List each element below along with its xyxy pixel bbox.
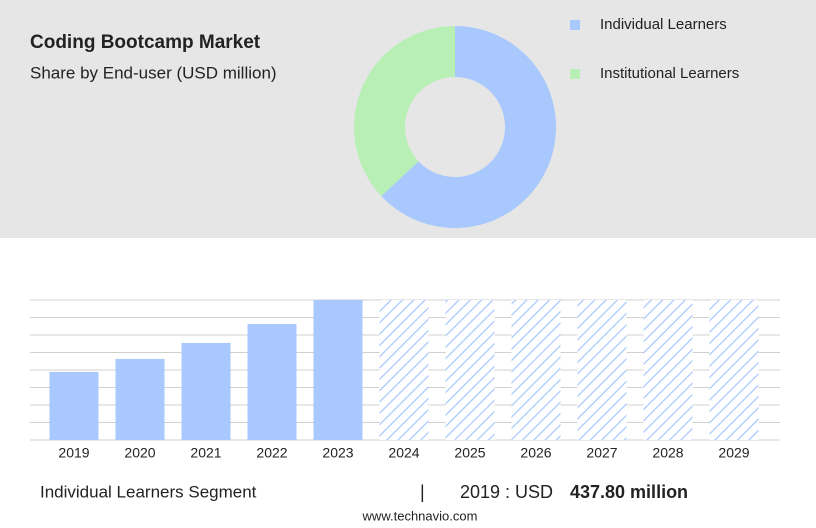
donut-segment <box>381 26 556 228</box>
x-tick-label: 2021 <box>190 445 221 461</box>
forecast-placeholder <box>511 300 561 440</box>
bar <box>115 358 165 440</box>
legend-swatch <box>570 20 580 30</box>
forecast-placeholder <box>379 300 429 440</box>
x-tick-label: 2026 <box>520 445 551 461</box>
bar <box>313 300 363 440</box>
x-tick-label: 2025 <box>454 445 485 461</box>
bar <box>49 371 99 440</box>
forecast-placeholder <box>577 300 627 440</box>
bar <box>247 323 297 440</box>
x-tick-label: 2028 <box>652 445 683 461</box>
legend-label: Individual Learners <box>600 16 727 33</box>
footer-value: 437.80 million <box>570 482 688 502</box>
forecast-placeholder <box>709 300 759 440</box>
x-tick-label: 2029 <box>718 445 749 461</box>
x-tick-label: 2027 <box>586 445 617 461</box>
x-tick-label: 2024 <box>388 445 419 461</box>
footer-source: www.technavio.com <box>362 508 478 523</box>
legend-swatch <box>570 69 580 79</box>
x-tick-label: 2020 <box>124 445 155 461</box>
forecast-placeholder <box>445 300 495 440</box>
legend-label: Institutional Learners <box>600 65 739 82</box>
chart-subtitle: Share by End-user (USD million) <box>30 63 277 82</box>
bar <box>181 342 231 440</box>
x-tick-label: 2023 <box>322 445 353 461</box>
forecast-placeholder <box>643 300 693 440</box>
footer-separator: | <box>420 482 425 502</box>
footer-year: 2019 : USD <box>460 482 553 502</box>
x-tick-label: 2019 <box>58 445 89 461</box>
chart-title: Coding Bootcamp Market <box>30 32 261 53</box>
x-tick-label: 2022 <box>256 445 287 461</box>
footer-segment: Individual Learners Segment <box>40 482 257 501</box>
donut-segment <box>354 26 455 197</box>
